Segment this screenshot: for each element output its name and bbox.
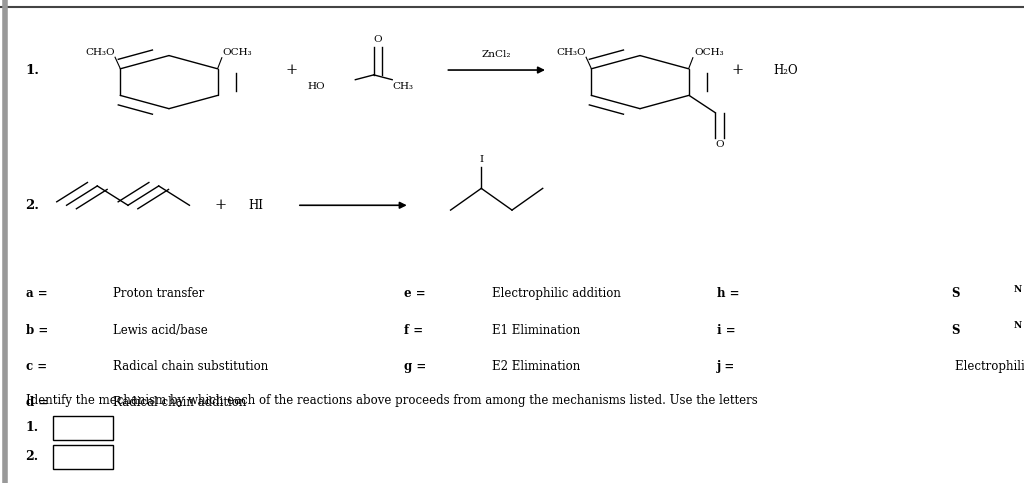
Text: S: S <box>951 324 959 337</box>
Text: Identify the mechanism by which each of the reactions above proceeds from among : Identify the mechanism by which each of … <box>26 394 761 407</box>
Text: Lewis acid/base: Lewis acid/base <box>113 324 208 337</box>
Text: a =: a = <box>26 287 51 300</box>
Text: +: + <box>731 63 743 77</box>
Text: +: + <box>214 199 226 212</box>
Text: OCH₃: OCH₃ <box>694 48 724 57</box>
Text: h =: h = <box>717 287 743 300</box>
Text: HO: HO <box>307 83 325 91</box>
Text: g =: g = <box>404 360 431 373</box>
Text: c =: c = <box>26 360 51 373</box>
Text: f =: f = <box>404 324 428 337</box>
Text: H₂O: H₂O <box>773 64 798 76</box>
Text: e =: e = <box>404 287 430 300</box>
Text: 1.: 1. <box>26 421 39 434</box>
Text: HI: HI <box>249 199 263 212</box>
Text: E2 Elimination: E2 Elimination <box>492 360 580 373</box>
Bar <box>53 445 113 469</box>
Text: CH₃: CH₃ <box>392 83 414 91</box>
Text: 1.: 1. <box>26 64 40 76</box>
Text: ZnCl₂: ZnCl₂ <box>482 50 511 59</box>
Text: d =: d = <box>26 396 52 409</box>
Text: Electrophilic addition: Electrophilic addition <box>492 287 621 300</box>
Text: i =: i = <box>717 324 739 337</box>
Text: b =: b = <box>26 324 52 337</box>
Text: Radical chain addition: Radical chain addition <box>113 396 246 409</box>
Bar <box>53 416 113 440</box>
Text: CH₃O: CH₃O <box>556 48 586 57</box>
Text: OCH₃: OCH₃ <box>223 48 253 57</box>
Text: +: + <box>286 63 298 77</box>
Text: E1 Elimination: E1 Elimination <box>492 324 580 337</box>
Text: j =: j = <box>717 360 739 373</box>
Text: S: S <box>951 287 959 300</box>
Text: N: N <box>1014 285 1022 294</box>
Text: 2.: 2. <box>26 199 40 212</box>
Text: Electrophilic aromatic substitution: Electrophilic aromatic substitution <box>955 360 1024 373</box>
Text: 2.: 2. <box>26 450 39 463</box>
Text: CH₃O: CH₃O <box>85 48 115 57</box>
Text: O: O <box>374 35 382 44</box>
Text: I: I <box>479 155 483 164</box>
Text: N: N <box>1014 321 1022 330</box>
Text: Proton transfer: Proton transfer <box>113 287 204 300</box>
Text: O: O <box>715 140 724 149</box>
Text: Radical chain substitution: Radical chain substitution <box>113 360 268 373</box>
